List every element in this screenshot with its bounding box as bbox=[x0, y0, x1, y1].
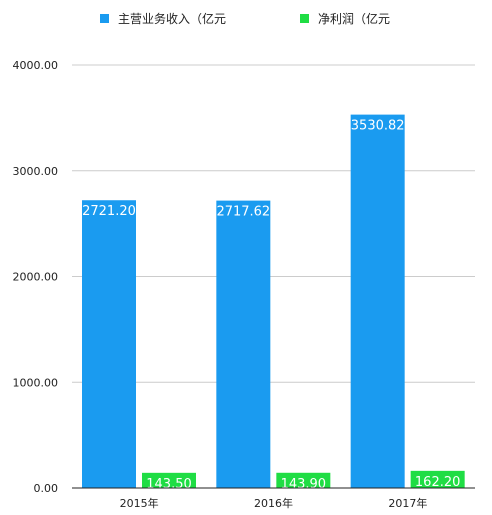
legend-swatch bbox=[100, 14, 109, 23]
x-tick-label: 2015年 bbox=[120, 496, 159, 510]
bar bbox=[142, 472, 196, 488]
legend-label: 净利润（亿元 bbox=[318, 11, 390, 26]
bar bbox=[350, 114, 405, 488]
gridlines bbox=[72, 64, 475, 383]
data-label: 2721.20 bbox=[82, 204, 136, 219]
bar bbox=[216, 200, 271, 488]
y-tick-label: 1000.00 bbox=[13, 376, 59, 389]
data-label: 143.90 bbox=[281, 477, 327, 492]
x-tick-label: 2017年 bbox=[388, 496, 427, 510]
bar bbox=[82, 200, 136, 488]
x-axis: 2015年 2016年 2017年 bbox=[72, 487, 475, 510]
y-tick-label: 0.00 bbox=[34, 482, 59, 495]
y-axis-ticks: 0.00 1000.00 2000.00 3000.00 4000.00 bbox=[13, 59, 59, 495]
y-tick-label: 4000.00 bbox=[13, 59, 59, 72]
legend-label: 主营业务收入（亿元 bbox=[118, 11, 226, 26]
bars: 2721.20 143.50 2717.62 143.90 3530.82 162.20 bbox=[82, 114, 465, 492]
legend: 主营业务收入（亿元 净利润（亿元 bbox=[100, 11, 390, 26]
data-label: 143.50 bbox=[146, 477, 192, 492]
data-label: 3530.82 bbox=[351, 119, 405, 134]
y-tick-label: 3000.00 bbox=[13, 165, 59, 178]
data-label: 2717.62 bbox=[216, 205, 270, 220]
data-label: 162.20 bbox=[415, 475, 461, 490]
legend-swatch bbox=[300, 14, 309, 23]
bar bbox=[276, 472, 331, 488]
y-tick-label: 2000.00 bbox=[13, 271, 59, 284]
x-tick-label: 2016年 bbox=[254, 496, 293, 510]
bar bbox=[410, 470, 465, 488]
